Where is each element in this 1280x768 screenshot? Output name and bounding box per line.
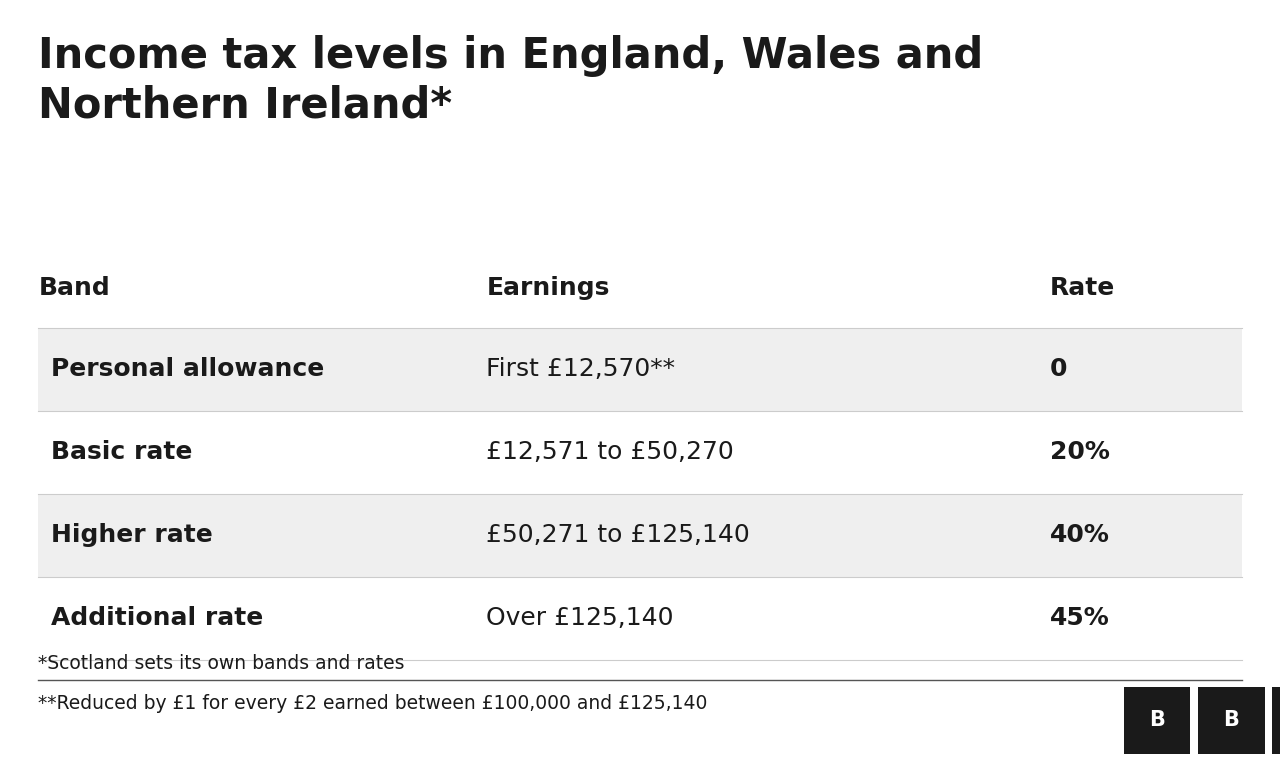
- Text: **Reduced by £1 for every £2 earned between £100,000 and £125,140: **Reduced by £1 for every £2 earned betw…: [38, 694, 708, 713]
- Text: 45%: 45%: [1050, 606, 1110, 630]
- Text: £12,571 to £50,270: £12,571 to £50,270: [486, 440, 735, 464]
- FancyBboxPatch shape: [1198, 687, 1265, 754]
- Text: 0: 0: [1050, 357, 1068, 381]
- Text: Basic rate: Basic rate: [51, 440, 192, 464]
- Text: Band: Band: [38, 276, 110, 300]
- Text: Income tax levels in England, Wales and
Northern Ireland*: Income tax levels in England, Wales and …: [38, 35, 983, 127]
- Text: Over £125,140: Over £125,140: [486, 606, 673, 630]
- Text: Higher rate: Higher rate: [51, 523, 212, 547]
- FancyBboxPatch shape: [1272, 687, 1280, 754]
- Text: B: B: [1149, 710, 1165, 730]
- Text: First £12,570**: First £12,570**: [486, 357, 676, 381]
- FancyBboxPatch shape: [38, 411, 1242, 494]
- Text: Personal allowance: Personal allowance: [51, 357, 324, 381]
- Text: *Scotland sets its own bands and rates: *Scotland sets its own bands and rates: [38, 654, 404, 674]
- Text: 20%: 20%: [1050, 440, 1110, 464]
- FancyBboxPatch shape: [38, 494, 1242, 577]
- Text: £50,271 to £125,140: £50,271 to £125,140: [486, 523, 750, 547]
- Text: Rate: Rate: [1050, 276, 1115, 300]
- Text: Additional rate: Additional rate: [51, 606, 264, 630]
- Text: Earnings: Earnings: [486, 276, 609, 300]
- FancyBboxPatch shape: [38, 577, 1242, 660]
- FancyBboxPatch shape: [1124, 687, 1190, 754]
- Text: 40%: 40%: [1050, 523, 1110, 547]
- Text: B: B: [1224, 710, 1239, 730]
- FancyBboxPatch shape: [38, 328, 1242, 411]
